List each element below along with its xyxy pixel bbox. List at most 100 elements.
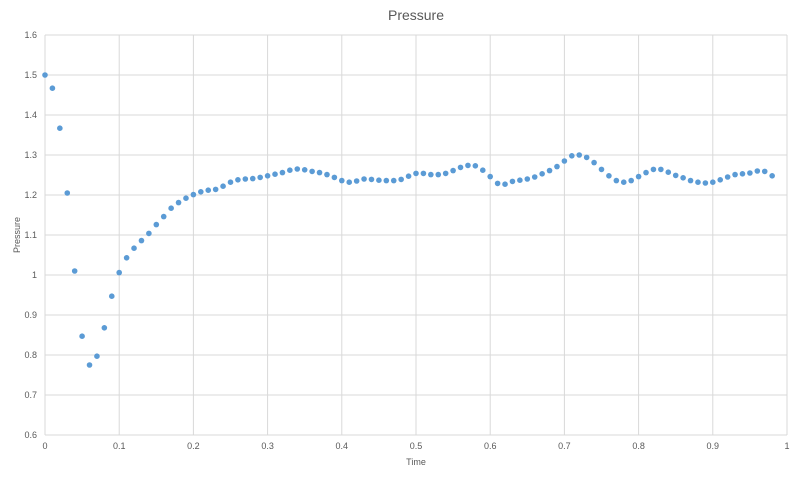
data-point — [442, 170, 449, 177]
data-point — [353, 178, 360, 184]
data-point — [583, 154, 590, 161]
data-point — [531, 174, 538, 180]
data-point — [309, 168, 315, 175]
chart-title: Pressure — [388, 7, 444, 23]
data-point — [168, 205, 174, 211]
data-point — [665, 169, 672, 175]
data-point — [524, 176, 531, 182]
y-tick-label: 1.5 — [24, 70, 37, 80]
x-tick-label: 0.9 — [707, 441, 720, 451]
data-point — [502, 181, 508, 187]
data-point — [517, 177, 523, 183]
data-point — [398, 176, 404, 183]
data-point — [49, 85, 56, 91]
data-point — [339, 177, 345, 184]
y-tick-label: 0.7 — [24, 390, 37, 400]
data-point — [108, 293, 115, 300]
data-point — [294, 166, 301, 172]
data-point — [479, 167, 486, 173]
data-point — [717, 177, 724, 183]
data-point — [747, 170, 753, 176]
x-tick-label: 0.3 — [261, 441, 274, 451]
data-point — [569, 153, 575, 159]
data-point — [190, 191, 197, 198]
data-point — [57, 125, 63, 131]
data-point — [457, 164, 464, 171]
data-point — [769, 173, 775, 179]
data-point — [465, 162, 471, 169]
y-tick-label: 1.1 — [24, 230, 37, 240]
data-point — [198, 189, 204, 195]
x-axis-ticks: 0 0.1 0.2 0.3 0.4 0.5 0.6 0.7 0.8 0.9 1 — [42, 441, 789, 451]
data-point — [146, 230, 152, 237]
data-point — [287, 167, 293, 173]
y-tick-label: 1.2 — [24, 190, 37, 200]
x-tick-label: 0.8 — [632, 441, 645, 451]
x-tick-label: 0.2 — [187, 441, 200, 451]
data-point — [613, 177, 620, 184]
data-point — [710, 179, 716, 185]
data-point — [227, 179, 234, 185]
data-point — [376, 177, 382, 183]
data-point — [635, 173, 642, 180]
data-point — [732, 171, 738, 178]
data-point — [739, 171, 746, 177]
x-tick-label: 0 — [42, 441, 47, 451]
y-tick-label: 1.3 — [24, 150, 37, 160]
data-point — [420, 170, 427, 177]
data-point — [301, 167, 308, 173]
data-point — [153, 221, 160, 228]
data-point — [183, 195, 189, 201]
data-point — [94, 353, 100, 360]
x-tick-label: 1 — [784, 441, 789, 451]
data-point — [138, 237, 145, 244]
y-tick-label: 1.4 — [24, 110, 37, 120]
data-point — [249, 175, 256, 182]
data-point — [643, 169, 649, 176]
data-point — [257, 174, 263, 181]
data-point — [264, 173, 271, 179]
data-point — [175, 199, 182, 206]
data-point — [235, 177, 241, 183]
data-points — [42, 72, 775, 368]
data-point — [123, 254, 130, 261]
data-point — [71, 268, 78, 274]
data-point — [450, 167, 456, 174]
data-point — [131, 245, 137, 251]
data-point — [272, 171, 278, 177]
data-point — [220, 183, 226, 189]
data-point — [368, 176, 375, 183]
y-tick-label: 1 — [32, 270, 37, 280]
data-point — [472, 163, 479, 169]
data-point — [672, 172, 679, 179]
data-point — [702, 180, 709, 186]
data-point — [160, 213, 167, 220]
data-point — [405, 173, 412, 179]
y-tick-label: 0.6 — [24, 430, 37, 440]
y-tick-label: 1.6 — [24, 30, 37, 40]
data-point — [695, 179, 701, 185]
data-point — [546, 167, 553, 174]
x-tick-label: 0.7 — [558, 441, 571, 451]
x-tick-label: 0.4 — [336, 441, 349, 451]
y-axis-title: Pressure — [12, 217, 22, 253]
data-point — [383, 177, 390, 184]
data-point — [509, 178, 516, 185]
data-point — [487, 173, 494, 180]
data-point — [576, 152, 583, 158]
data-point — [761, 168, 768, 175]
data-point — [79, 333, 85, 340]
data-point — [620, 179, 627, 185]
data-point — [650, 166, 657, 173]
data-point — [316, 169, 323, 176]
data-point — [42, 72, 48, 78]
data-point — [390, 177, 397, 184]
data-point — [554, 163, 560, 170]
data-point — [101, 325, 108, 331]
data-point — [658, 166, 664, 173]
x-axis-title: Time — [406, 457, 426, 467]
data-point — [413, 170, 419, 177]
x-tick-label: 0.5 — [410, 441, 423, 451]
data-point — [598, 166, 605, 173]
